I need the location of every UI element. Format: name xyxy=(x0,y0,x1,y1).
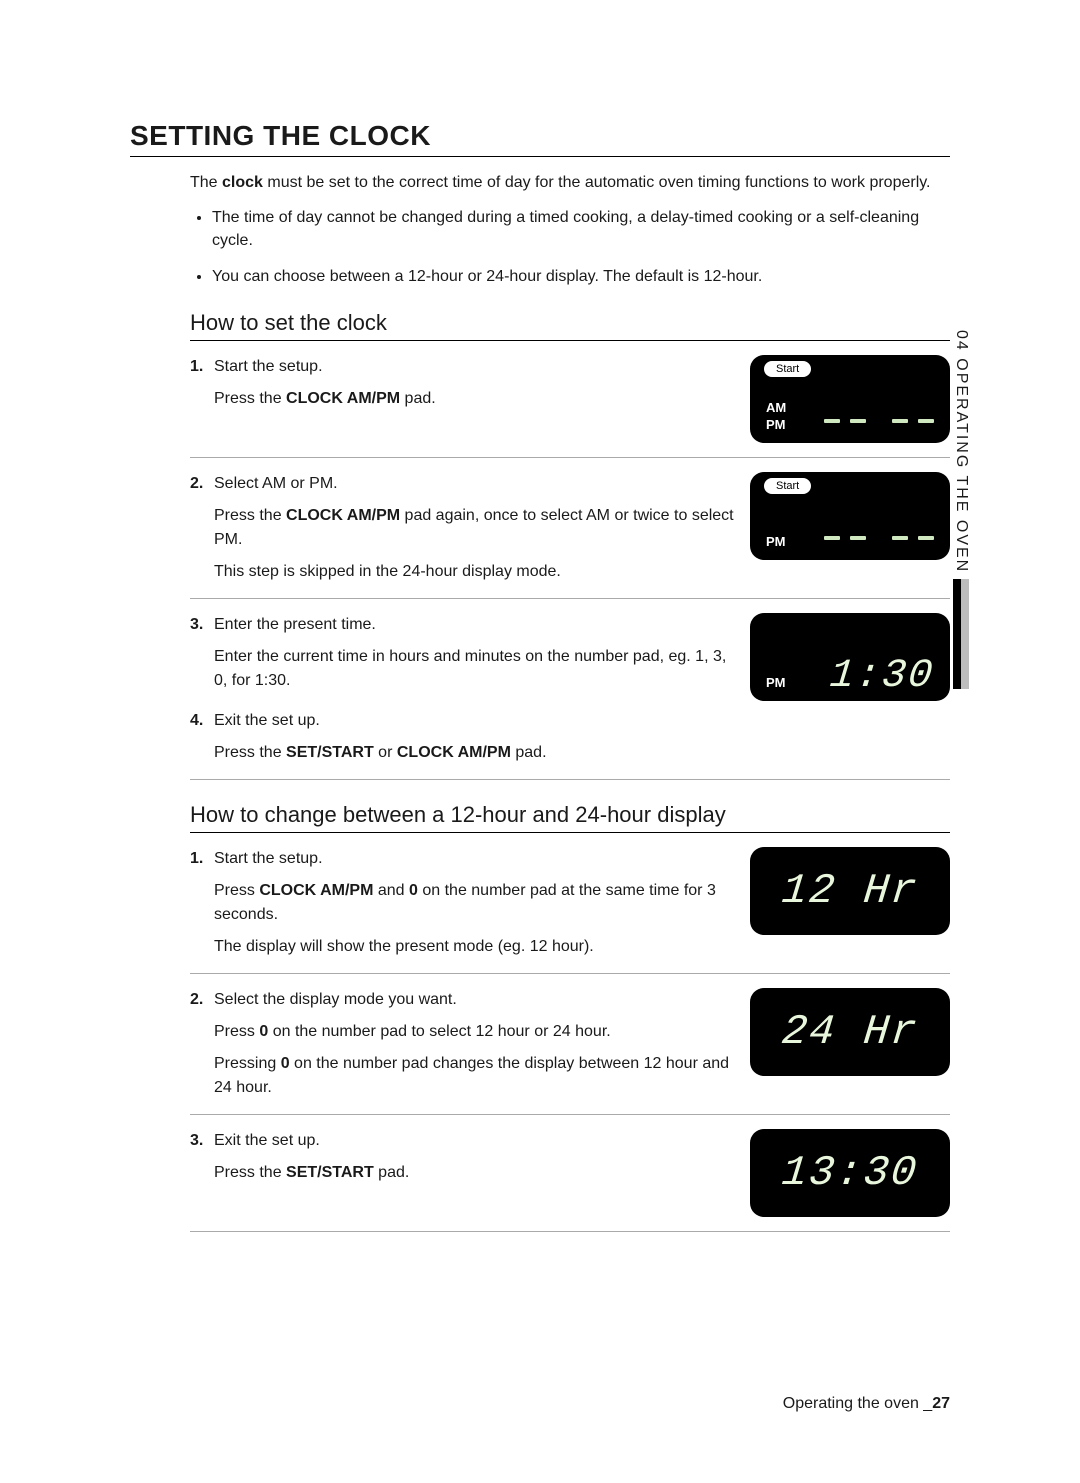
intro-pre: The xyxy=(190,174,222,191)
step-title: Exit the set up. xyxy=(214,709,320,733)
bullet-1: The time of day cannot be changed during… xyxy=(212,206,950,252)
step-num: 3. xyxy=(190,1129,214,1153)
footer-page-number: 27 xyxy=(932,1395,950,1412)
intro-paragraph: The clock must be set to the correct tim… xyxy=(190,171,950,194)
step-num: 2. xyxy=(190,472,214,496)
oven-display: Start AMPM xyxy=(750,355,950,443)
step-num: 1. xyxy=(190,847,214,871)
display-mode: 12 Hr xyxy=(750,867,950,915)
step-title: Start the setup. xyxy=(214,355,323,379)
step-num: 1. xyxy=(190,355,214,379)
step-body: Press the CLOCK AM/PM pad. xyxy=(214,387,734,411)
step-b1: 1.Start the setup. Press CLOCK AM/PM and… xyxy=(190,833,950,974)
step-num: 3. xyxy=(190,613,214,637)
step-a4: 4.Exit the set up. Press the SET/START o… xyxy=(190,705,950,780)
digit-dashes xyxy=(824,536,934,554)
display-mode: 24 Hr xyxy=(750,1008,950,1056)
side-tab-label: 04 OPERATING THE OVEN xyxy=(952,330,970,573)
step-b2: 2.Select the display mode you want. Pres… xyxy=(190,974,950,1115)
oven-display: 13:30 xyxy=(750,1129,950,1217)
step-body: Press the SET/START pad. xyxy=(214,1161,734,1185)
step-num: 4. xyxy=(190,709,214,733)
step-body: Press CLOCK AM/PM and 0 on the number pa… xyxy=(214,879,734,927)
intro-bold: clock xyxy=(222,174,263,191)
page-title: SETTING THE CLOCK xyxy=(130,120,950,157)
step-title: Select AM or PM. xyxy=(214,472,338,496)
side-tab: 04 OPERATING THE OVEN xyxy=(952,330,970,689)
ampm-indicator: AMPM xyxy=(766,400,786,433)
oven-display: PM 1:30 xyxy=(750,613,950,701)
footer-text: Operating the oven _ xyxy=(783,1395,932,1412)
section-a-steps: 1.Start the setup. Press the CLOCK AM/PM… xyxy=(190,341,950,780)
step-title: Start the setup. xyxy=(214,847,323,871)
step-a3: 3.Enter the present time. Enter the curr… xyxy=(190,599,950,705)
display-time: 13:30 xyxy=(750,1149,950,1197)
bullet-2: You can choose between a 12-hour or 24-h… xyxy=(212,265,950,288)
step-body2: The display will show the present mode (… xyxy=(214,935,734,959)
step-body: Press the SET/START or CLOCK AM/PM pad. xyxy=(214,741,950,765)
step-title: Enter the present time. xyxy=(214,613,376,637)
start-label: Start xyxy=(764,361,811,377)
page-footer: Operating the oven _27 xyxy=(783,1395,950,1413)
step-body2: This step is skipped in the 24-hour disp… xyxy=(214,560,734,584)
section-b-steps: 1.Start the setup. Press CLOCK AM/PM and… xyxy=(190,833,950,1232)
step-body: Press the CLOCK AM/PM pad again, once to… xyxy=(214,504,734,552)
digit-dashes xyxy=(824,419,934,437)
oven-display: Start PM xyxy=(750,472,950,560)
step-title: Select the display mode you want. xyxy=(214,988,457,1012)
step-body: Enter the current time in hours and minu… xyxy=(214,645,734,693)
step-num: 2. xyxy=(190,988,214,1012)
start-label: Start xyxy=(764,478,811,494)
step-a2: 2.Select AM or PM. Press the CLOCK AM/PM… xyxy=(190,458,950,599)
oven-display: 24 Hr xyxy=(750,988,950,1076)
ampm-indicator: PM xyxy=(766,534,786,550)
side-tab-bar-black xyxy=(953,579,961,689)
oven-display: 12 Hr xyxy=(750,847,950,935)
step-b3: 3.Exit the set up. Press the SET/START p… xyxy=(190,1115,950,1232)
side-tab-bar-grey xyxy=(961,579,969,689)
ampm-indicator: PM xyxy=(766,675,786,691)
step-body2: Pressing 0 on the number pad changes the… xyxy=(214,1052,734,1100)
intro-post: must be set to the correct time of day f… xyxy=(263,174,931,191)
step-title: Exit the set up. xyxy=(214,1129,320,1153)
step-a1: 1.Start the setup. Press the CLOCK AM/PM… xyxy=(190,341,950,458)
section-a-heading: How to set the clock xyxy=(190,310,950,341)
display-time: 1:30 xyxy=(828,654,937,699)
step-body: Press 0 on the number pad to select 12 h… xyxy=(214,1020,734,1044)
intro-bullets: The time of day cannot be changed during… xyxy=(190,206,950,288)
section-b-heading: How to change between a 12-hour and 24-h… xyxy=(190,802,950,833)
